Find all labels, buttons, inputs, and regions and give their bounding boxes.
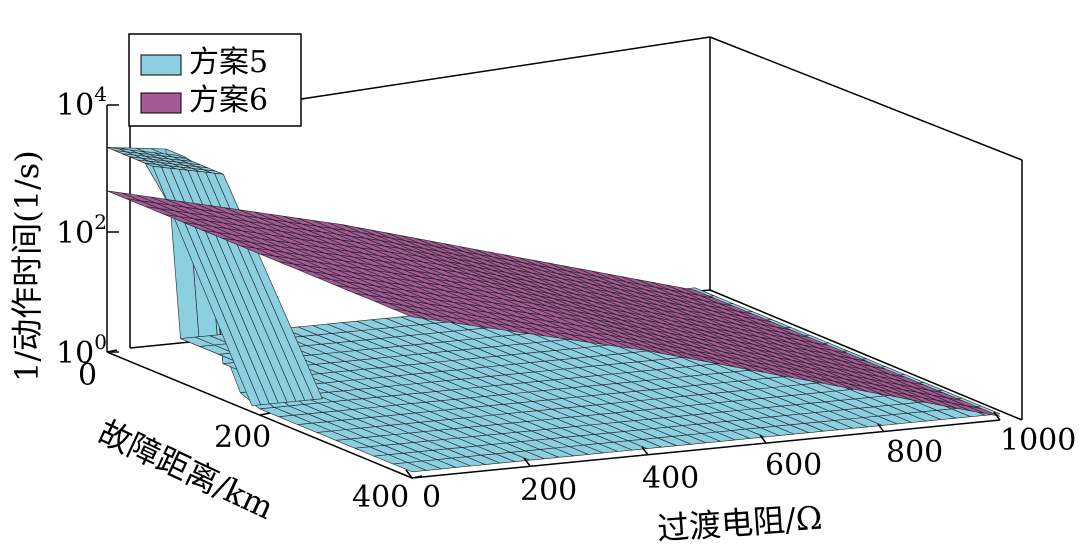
x-tick-4 (877, 423, 885, 433)
x-tick-label-1000: 1000 (1000, 423, 1076, 458)
x-tick-label-0: 0 (422, 480, 441, 515)
z-tick-labels: 100 102 104 (56, 82, 107, 371)
x-axis-title: 过渡电阻/Ω (656, 499, 824, 548)
y-tick-label-200: 200 (214, 420, 271, 455)
x-tick-5 (993, 411, 1001, 421)
floor-back-right-edge (709, 289, 1023, 421)
z-tick-4-base: 10 (56, 88, 94, 123)
x-axis-line (411, 419, 1001, 479)
legend-label-1: 方案5 (189, 45, 268, 80)
legend-swatch-1 (140, 54, 182, 76)
y-tick-1 (259, 412, 271, 416)
x-tick-1 (523, 457, 531, 467)
z-tick-label-0: 100 (56, 330, 107, 371)
y-tick-labels: 0 200 400 (78, 358, 409, 515)
surface-series-6 (106, 190, 1001, 417)
z-tick-4-exp: 4 (94, 82, 107, 106)
y-tick-0 (106, 349, 118, 353)
legend-swatch-2 (140, 92, 182, 114)
x-tick-label-200: 200 (520, 473, 577, 508)
back-right-edge (709, 36, 1023, 161)
y-tick-label-400: 400 (352, 480, 409, 515)
x-tick-0 (405, 469, 413, 479)
ticks (106, 104, 1001, 479)
x-tick-3 (759, 434, 767, 444)
y-tick-2 (411, 475, 423, 479)
x-tick-label-800: 800 (886, 435, 943, 470)
z-tick-label-2: 102 (56, 210, 107, 251)
z-tick-0-exp: 0 (94, 330, 107, 354)
x-tick-label-400: 400 (642, 461, 699, 496)
legend-label-2: 方案6 (189, 83, 268, 118)
x-tick-2 (641, 446, 649, 456)
y-tick-label-0: 0 (78, 358, 97, 393)
x-tick-labels: 0 200 400 600 800 1000 (422, 423, 1076, 515)
surface6-cell (680, 287, 715, 299)
z-axis-title: 1/动作时间(1/s) (8, 150, 46, 382)
z-tick-label-4: 104 (56, 82, 107, 123)
z-tick-0-base: 10 (56, 336, 94, 371)
legend: 方案5 方案6 (128, 33, 302, 127)
y-axis-line (106, 351, 413, 479)
x-tick-label-600: 600 (765, 448, 822, 483)
z-tick-2-exp: 2 (94, 210, 107, 234)
z-tick-2-base: 10 (56, 216, 94, 251)
